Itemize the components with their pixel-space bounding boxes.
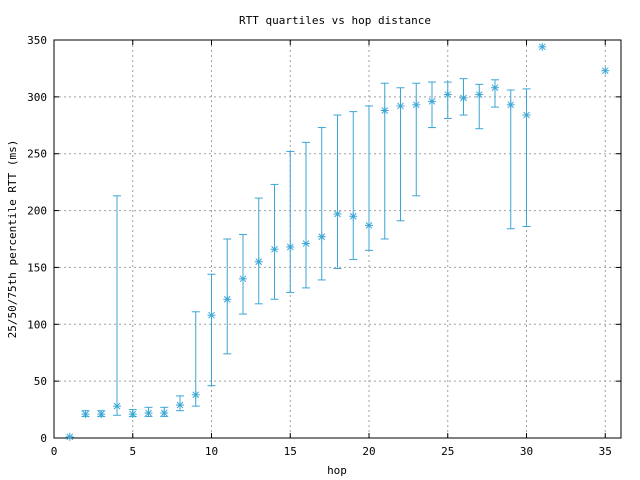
x-tick-label: 15	[284, 445, 297, 458]
median-point	[113, 402, 121, 411]
x-tick-label: 5	[129, 445, 136, 458]
y-tick-label: 150	[27, 261, 47, 274]
plot-frame	[53, 39, 622, 439]
x-tick-label: 30	[520, 445, 533, 458]
x-tick-label: 0	[51, 445, 58, 458]
median-point	[601, 66, 610, 75]
median-point	[286, 242, 295, 251]
error-bar	[270, 183, 279, 300]
median-point	[459, 93, 468, 102]
median-point	[522, 111, 531, 120]
median-point	[412, 100, 421, 109]
y-tick-label: 0	[40, 432, 47, 445]
x-tick-label: 35	[599, 445, 612, 458]
median-point	[207, 311, 216, 320]
median-point	[302, 239, 310, 248]
error-bar	[412, 82, 421, 197]
error-bar	[522, 88, 531, 227]
error-bar	[317, 127, 326, 281]
error-bar	[333, 114, 342, 270]
median-point	[333, 209, 342, 218]
error-bar	[506, 89, 515, 230]
median-point	[97, 410, 106, 419]
x-tick-label: 10	[205, 445, 218, 458]
median-point	[443, 90, 452, 99]
median-point	[365, 221, 373, 230]
median-point	[317, 232, 326, 241]
y-axis-label: 25/50/75th percentile RTT (ms)	[6, 140, 19, 339]
y-tick-label: 100	[27, 318, 47, 331]
median-point	[191, 390, 200, 399]
y-tick-label: 250	[27, 148, 47, 161]
x-tick-label: 20	[362, 445, 375, 458]
median-point	[239, 274, 247, 283]
y-tick-label: 50	[34, 375, 47, 388]
chart-title: RTT quartiles vs hop distance	[239, 14, 431, 27]
median-point	[538, 42, 547, 51]
error-bar	[443, 81, 452, 119]
error-bar	[113, 195, 121, 416]
error-bar	[349, 111, 358, 260]
y-tick-label: 300	[27, 91, 47, 104]
error-bar	[286, 150, 295, 293]
median-point	[396, 101, 405, 110]
median-point	[491, 83, 499, 92]
error-bar	[207, 273, 216, 387]
y-tick-label: 200	[27, 205, 47, 218]
median-point	[160, 408, 169, 417]
median-point	[128, 410, 137, 419]
median-point	[176, 401, 184, 410]
y-tick-label: 350	[27, 34, 47, 47]
median-point	[81, 410, 90, 419]
error-bar	[239, 233, 247, 315]
error-bar	[191, 311, 200, 407]
median-points	[65, 42, 610, 441]
median-point	[223, 295, 232, 304]
error-bar	[302, 141, 310, 289]
median-point	[144, 408, 153, 417]
x-tick-label: 25	[441, 445, 454, 458]
median-point	[506, 100, 515, 109]
median-point	[254, 257, 263, 266]
median-point	[428, 97, 436, 106]
x-axis-label: hop	[327, 464, 347, 477]
median-point	[380, 106, 389, 115]
median-point	[270, 245, 279, 254]
median-point	[65, 432, 74, 441]
median-point	[349, 212, 358, 221]
error-bar	[254, 197, 263, 305]
median-point	[475, 90, 484, 99]
